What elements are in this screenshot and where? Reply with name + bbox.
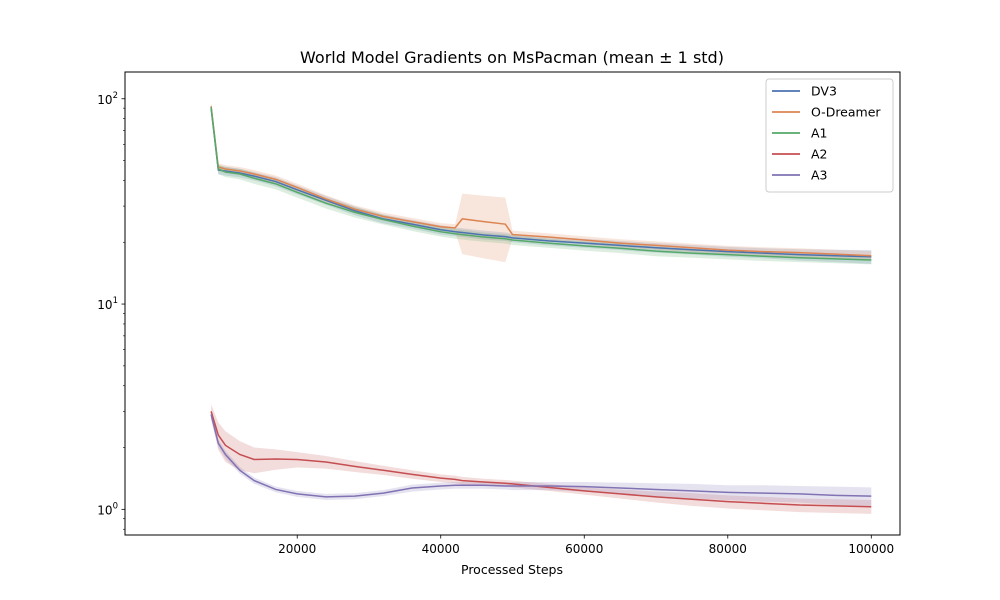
series-lines xyxy=(210,106,872,508)
legend-box xyxy=(765,78,894,193)
y-tick-label: 100 xyxy=(97,501,118,517)
series-line-0 xyxy=(210,108,872,258)
legend-entry: A1 xyxy=(811,126,828,141)
x-tick-label: 60000 xyxy=(565,542,603,556)
legend-entry: A2 xyxy=(811,147,828,162)
legend-entry: DV3 xyxy=(811,84,837,99)
x-tick-label: 20000 xyxy=(278,542,316,556)
x-axis-label: Processed Steps xyxy=(461,562,563,577)
series-line-3 xyxy=(210,411,872,508)
series-line-2 xyxy=(210,107,872,261)
legend: DV3 O-Dreamer A1 A2 A3 xyxy=(765,78,894,193)
series-line-4 xyxy=(210,414,872,498)
plot-frame xyxy=(124,71,901,536)
x-tick-label: 40000 xyxy=(422,542,460,556)
std-band-3 xyxy=(211,404,872,514)
chart-title: World Model Gradients on MsPacman (mean … xyxy=(300,48,724,67)
y-tick-label: 101 xyxy=(97,296,118,312)
legend-entry: A3 xyxy=(811,168,828,183)
y-axis: 100 101 102 xyxy=(97,91,125,530)
x-tick-label: 80000 xyxy=(709,542,747,556)
y-tick-label: 102 xyxy=(97,91,118,107)
x-axis: 20000 40000 60000 80000 100000 xyxy=(278,535,894,556)
legend-entry: O-Dreamer xyxy=(811,105,881,120)
series-line-1 xyxy=(210,106,872,257)
x-tick-label: 100000 xyxy=(848,542,894,556)
